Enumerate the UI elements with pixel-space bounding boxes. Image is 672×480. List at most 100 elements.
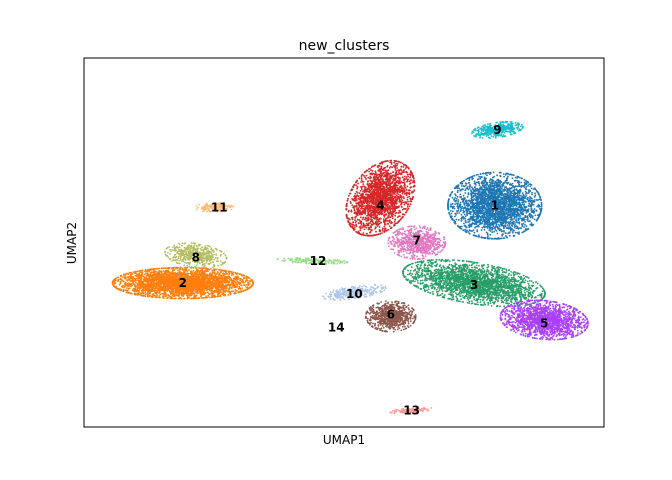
cluster-1-point (531, 191, 533, 194)
cluster-1-point (508, 200, 510, 203)
cluster-2-point (229, 293, 232, 296)
cluster-1-point (484, 184, 486, 187)
cluster-1-point (460, 196, 462, 198)
cluster-1-point (492, 171, 495, 174)
cluster-2-point (238, 273, 241, 275)
cluster-1-point (461, 185, 463, 187)
cluster-1-point (455, 197, 458, 200)
cluster-1-point (523, 203, 526, 206)
cluster-1-point (494, 193, 497, 196)
cluster-1-point (528, 205, 531, 208)
cluster-1-point (538, 205, 541, 208)
cluster-1-point (491, 191, 494, 194)
cluster-1-point (486, 174, 488, 177)
cluster-1-point (481, 208, 484, 211)
cluster-1-point (526, 181, 529, 184)
cluster-2-point (204, 296, 207, 299)
cluster-1-point (475, 206, 478, 209)
cluster-1-point (499, 189, 502, 192)
cluster-2-point (132, 288, 135, 290)
cluster-1-point (451, 210, 454, 213)
cluster-1-point (468, 204, 471, 206)
cluster-1-point (488, 181, 491, 184)
cluster-1-point (476, 221, 478, 224)
cluster-1-point (525, 185, 528, 188)
cluster-1-point (476, 178, 479, 181)
cluster-1-point (530, 209, 533, 211)
cluster-1-point (511, 173, 513, 176)
cluster-2-point (201, 293, 204, 296)
cluster-1-point (477, 217, 479, 220)
cluster-1-point (463, 203, 465, 205)
cluster-1-point (476, 202, 479, 205)
cluster-1-point (515, 219, 518, 222)
cluster-1-point (477, 225, 480, 228)
cluster-1-point (467, 182, 470, 184)
cluster-1-point (484, 202, 486, 205)
cluster-1-point (504, 232, 507, 234)
cluster-1-point (454, 200, 457, 203)
cluster-1-point (512, 198, 515, 201)
cluster-1-point (502, 194, 505, 197)
cluster-1-point (513, 217, 516, 220)
cluster-1-point (490, 178, 493, 181)
cluster-1-point (488, 225, 490, 228)
chart-title: new_clusters (299, 38, 390, 54)
cluster-1-point (501, 206, 504, 209)
cluster-1-point (463, 198, 466, 201)
cluster-1-point (503, 212, 505, 215)
cluster-1-point (480, 223, 482, 225)
cluster-1-point (470, 194, 473, 197)
cluster-1-point (497, 181, 500, 184)
cluster-1-point (464, 189, 467, 192)
cluster-1-point (454, 215, 456, 218)
cluster-1-point (533, 212, 535, 214)
cluster-1-point (527, 184, 529, 187)
cluster-1-point (499, 205, 502, 207)
cluster-2-point (236, 283, 239, 286)
cluster-1-point (502, 233, 504, 236)
cluster-2-point (158, 295, 161, 297)
cluster-1-point (484, 195, 487, 198)
cluster-1-point (457, 225, 460, 228)
cluster-1-point (509, 220, 512, 223)
cluster-1-point (485, 208, 488, 211)
cluster-1-point (471, 196, 473, 199)
cluster-1-point (499, 185, 502, 188)
cluster-1-point (523, 226, 525, 228)
cluster-1-point (524, 229, 527, 232)
cluster-1-point (481, 182, 484, 185)
cluster-1-point (497, 223, 500, 226)
cluster-1-point (474, 184, 477, 186)
cluster-1-point (509, 213, 512, 215)
cluster-1-point (488, 179, 491, 182)
cluster-1-point (454, 220, 457, 223)
cluster-1-point (517, 181, 519, 184)
cluster-1-point (488, 221, 491, 224)
cluster-2-point (116, 287, 119, 290)
cluster-1-point (451, 207, 454, 210)
cluster-2-point (189, 272, 192, 275)
cluster-1-point (519, 227, 521, 230)
cluster-1-point (502, 204, 505, 207)
cluster-1-point (509, 206, 512, 208)
cluster-2-point (245, 284, 248, 286)
cluster-2-point (152, 282, 155, 285)
cluster-2-point (208, 296, 211, 299)
cluster-1-point (487, 212, 490, 215)
cluster-1-point (490, 222, 492, 225)
cluster-1-point (470, 217, 473, 220)
cluster-1-point (516, 211, 518, 213)
cluster-1-point (502, 182, 504, 185)
cluster-1-point (468, 232, 471, 235)
cluster-1-point (532, 201, 535, 203)
cluster-1-point (491, 227, 494, 229)
cluster-2-point (227, 294, 230, 296)
cluster-1-point (473, 231, 476, 234)
cluster-1-point (538, 195, 541, 198)
cluster-1-point (511, 225, 514, 227)
cluster-1-point (540, 208, 543, 210)
cluster-2-point (135, 281, 137, 284)
cluster-1-point (461, 205, 464, 208)
cluster-1-point (490, 237, 493, 240)
